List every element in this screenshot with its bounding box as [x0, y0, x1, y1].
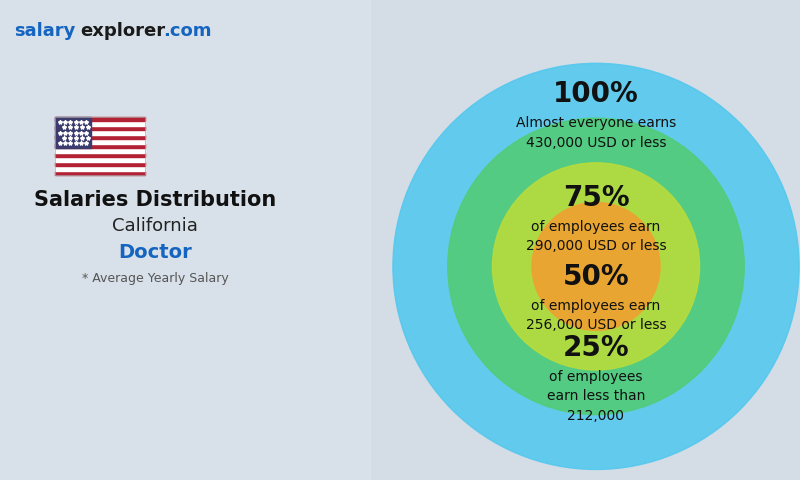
Bar [55, 135, 145, 139]
Bar [55, 148, 145, 153]
Bar [55, 170, 145, 175]
Bar [55, 131, 145, 135]
Text: 25%: 25% [562, 334, 630, 362]
Bar [0, 0, 370, 480]
Circle shape [532, 203, 660, 330]
Text: * Average Yearly Salary: * Average Yearly Salary [82, 272, 228, 285]
Bar [55, 117, 91, 148]
Bar [55, 117, 145, 175]
Text: 75%: 75% [562, 183, 630, 212]
Circle shape [493, 163, 699, 370]
Text: 50%: 50% [562, 263, 630, 291]
Bar [55, 139, 145, 144]
Bar [55, 162, 145, 166]
Bar [55, 126, 145, 131]
Bar [55, 166, 145, 170]
Text: Salaries Distribution: Salaries Distribution [34, 190, 276, 210]
Text: 100%: 100% [553, 80, 639, 108]
Text: Doctor: Doctor [118, 243, 192, 262]
Text: of employees earn
290,000 USD or less: of employees earn 290,000 USD or less [526, 220, 666, 253]
Bar [55, 121, 145, 126]
Bar [55, 157, 145, 162]
Text: explorer: explorer [80, 22, 165, 40]
Circle shape [393, 63, 799, 469]
Text: salary: salary [14, 22, 75, 40]
Circle shape [448, 118, 744, 415]
Text: Almost everyone earns
430,000 USD or less: Almost everyone earns 430,000 USD or les… [516, 116, 676, 150]
Text: of employees earn
256,000 USD or less: of employees earn 256,000 USD or less [526, 299, 666, 332]
Bar [55, 144, 145, 148]
Text: .com: .com [163, 22, 211, 40]
Bar [55, 117, 145, 121]
Text: of employees
earn less than
212,000: of employees earn less than 212,000 [547, 370, 645, 423]
Bar [55, 153, 145, 157]
Text: California: California [112, 217, 198, 235]
